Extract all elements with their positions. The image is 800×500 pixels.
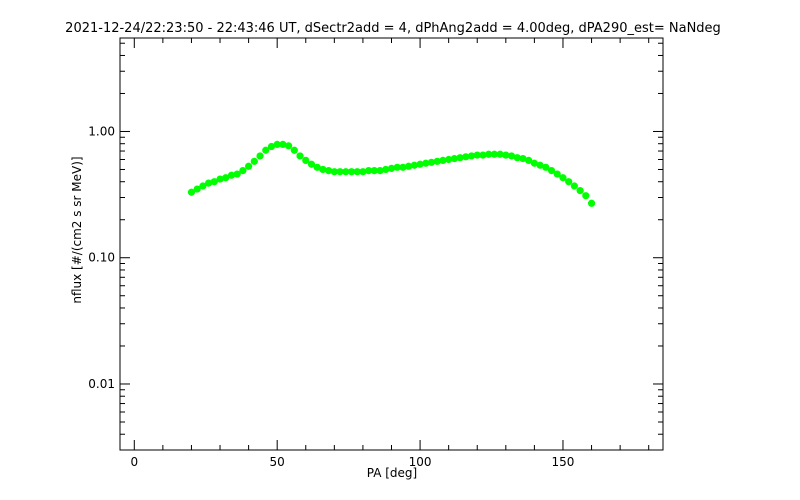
data-point: [250, 157, 258, 165]
data-point: [587, 199, 596, 207]
data-point: [302, 156, 310, 165]
data-point: [393, 163, 401, 171]
x-axis-label: PA [deg]: [367, 466, 417, 480]
data-point: [559, 174, 567, 182]
data-point: [565, 178, 573, 186]
data-point: [519, 154, 527, 163]
data-point: [359, 168, 367, 176]
data-point: [342, 168, 350, 176]
data-point: [416, 160, 424, 168]
y-tick-label: 0.10: [88, 251, 115, 265]
y-tick-label: 1.00: [88, 124, 115, 138]
data-point: [445, 155, 453, 164]
data-point: [547, 166, 556, 175]
axis-ticks: 0 50 100 150 0.01 0.10 1.00: [88, 38, 663, 469]
data-point: [376, 166, 384, 175]
data-point: [273, 140, 281, 148]
data-point: [210, 178, 218, 186]
data-point: [365, 166, 373, 175]
data-point: [296, 152, 304, 160]
data-point: [467, 152, 476, 160]
x-tick-label: 50: [270, 455, 285, 469]
y-axis-label: nflux [#/(cm2 s sr MeV)]: [70, 156, 84, 303]
data-point: [490, 150, 498, 158]
data-point: [199, 182, 207, 190]
data-point: [347, 168, 356, 176]
data-point: [450, 154, 458, 163]
data-point: [530, 159, 538, 167]
data-point: [410, 161, 418, 169]
data-point: [216, 175, 224, 183]
data-point: [553, 170, 561, 178]
data-point: [473, 151, 481, 159]
data-point: [227, 171, 236, 179]
data-point: [233, 170, 241, 178]
x-tick-label: 0: [130, 455, 138, 469]
data-point: [336, 168, 344, 176]
x-tick-label: 100: [409, 455, 432, 469]
data-point: [330, 168, 338, 176]
data-point: [387, 164, 396, 172]
data-point: [502, 151, 510, 159]
data-point: [239, 166, 247, 175]
data-point: [439, 156, 447, 165]
data-point: [204, 179, 213, 187]
data-point: [536, 161, 544, 169]
data-point: [399, 163, 407, 171]
data-point: [267, 142, 276, 151]
y-tick-label: 0.01: [88, 377, 115, 391]
data-point: [353, 168, 361, 176]
plot-frame: [119, 37, 664, 451]
x-tick-label: 150: [552, 455, 575, 469]
data-point: [582, 192, 590, 200]
data-point: [485, 150, 493, 158]
data-series: [187, 140, 596, 207]
data-point: [290, 146, 298, 154]
data-point: [507, 152, 516, 160]
data-point: [262, 146, 270, 154]
data-point: [307, 160, 316, 168]
data-point: [319, 165, 327, 174]
data-point: [433, 157, 441, 165]
data-point: [193, 185, 201, 193]
data-point: [256, 152, 264, 160]
data-point: [456, 154, 464, 162]
data-point: [285, 142, 293, 150]
data-point: [405, 162, 413, 170]
data-point: [570, 182, 579, 190]
data-point: [382, 165, 390, 174]
data-point: [422, 159, 430, 167]
plot-axes: [119, 37, 664, 451]
data-point: [370, 166, 378, 175]
data-point: [245, 162, 253, 170]
data-point: [496, 150, 504, 158]
data-point: [513, 154, 521, 162]
data-point: [187, 188, 196, 196]
data-point: [222, 174, 230, 182]
data-point: [279, 140, 287, 148]
data-point: [462, 153, 470, 161]
chart-title: 2021-12-24/22:23:50 - 22:43:46 UT, dSect…: [65, 21, 721, 36]
data-point: [576, 187, 584, 195]
data-point: [427, 158, 436, 166]
data-point: [313, 163, 321, 171]
data-point: [525, 156, 533, 165]
data-point: [325, 166, 333, 175]
data-point: [479, 151, 487, 159]
data-point: [542, 163, 550, 171]
